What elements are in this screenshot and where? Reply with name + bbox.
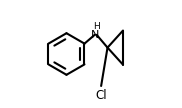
Text: N: N bbox=[90, 30, 99, 40]
Text: Cl: Cl bbox=[95, 89, 107, 102]
Text: H: H bbox=[93, 22, 100, 31]
